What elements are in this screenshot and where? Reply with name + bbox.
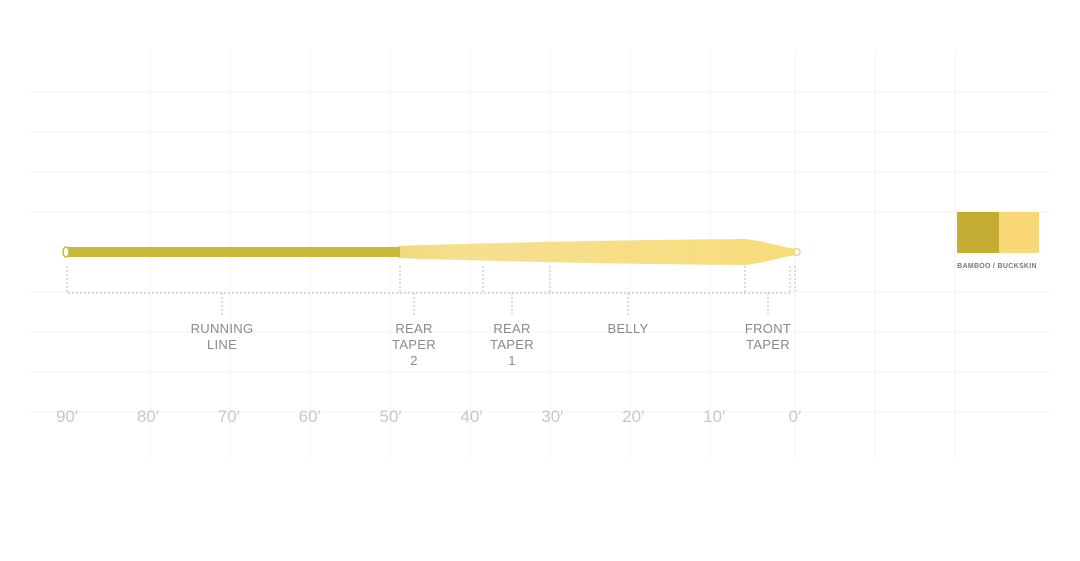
- brackets: [66, 266, 796, 316]
- axis-label: 0′: [789, 407, 802, 426]
- segment-label: 2: [410, 353, 418, 368]
- legend: BAMBOO / BUCKSKIN: [957, 212, 1039, 270]
- legend-swatch-buckskin: [999, 212, 1039, 253]
- segment-label: TAPER: [392, 337, 436, 352]
- legend-label: BAMBOO / BUCKSKIN: [957, 263, 1037, 270]
- axis-label: 20′: [622, 407, 644, 426]
- segment-label: FRONT: [745, 321, 791, 336]
- axis-label: 60′: [299, 407, 321, 426]
- segment-label: REAR: [395, 321, 432, 336]
- axis-label: 80′: [137, 407, 159, 426]
- running-line: [66, 247, 400, 257]
- axis-label: 50′: [380, 407, 402, 426]
- line-end: [62, 246, 70, 258]
- axis-label: 90′: [56, 407, 78, 426]
- segment-label: RUNNING: [191, 321, 254, 336]
- axis-label: 10′: [703, 407, 725, 426]
- segment-label: TAPER: [490, 337, 534, 352]
- segment-label: 1: [508, 353, 516, 368]
- axis-label: 70′: [218, 407, 240, 426]
- axis-labels: 90′ 80′ 70′ 60′ 50′ 40′ 30′ 20′ 10′ 0′: [56, 407, 801, 426]
- segment-label: REAR: [493, 321, 530, 336]
- segment-label: TAPER: [746, 337, 790, 352]
- taper: [398, 239, 797, 265]
- axis-label: 30′: [541, 407, 563, 426]
- axis-label: 40′: [460, 407, 482, 426]
- segment-label: LINE: [207, 337, 237, 352]
- legend-swatch-bamboo: [957, 212, 999, 253]
- fly-line: [62, 239, 801, 265]
- segment-label: BELLY: [607, 321, 648, 336]
- line-tip: [793, 247, 801, 257]
